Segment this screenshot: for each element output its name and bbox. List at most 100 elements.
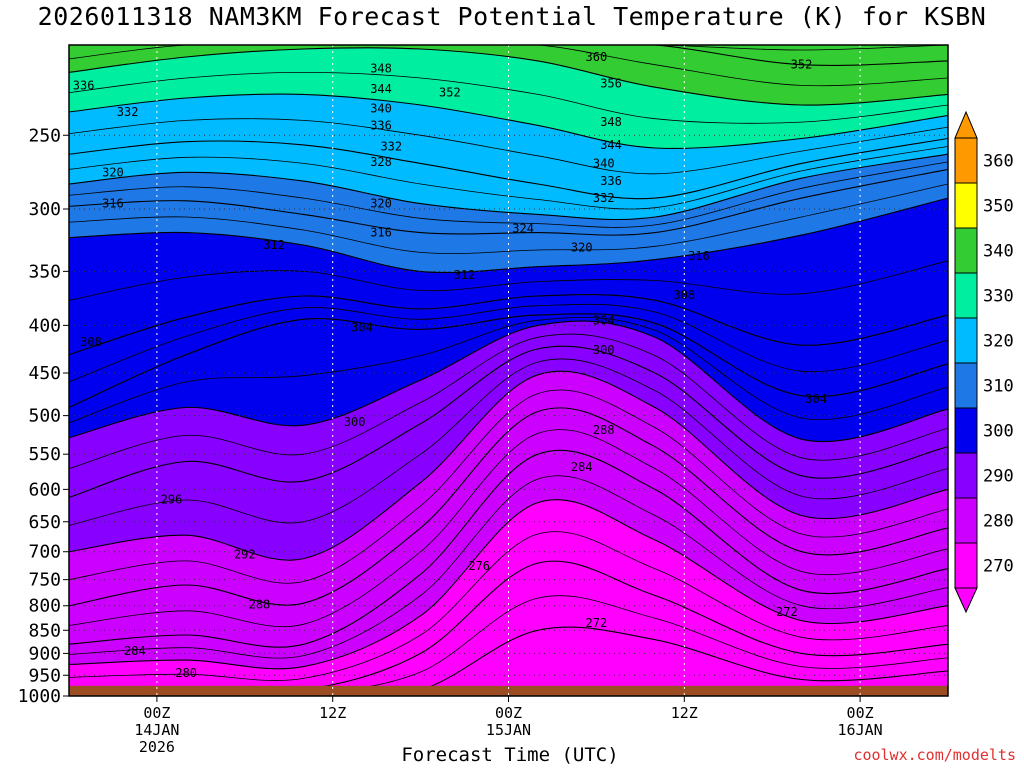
isentrope-line-minor	[69, 389, 948, 584]
colorbar-swatch	[954, 317, 978, 364]
chart-title: 2026011318 NAM3KM Forecast Potential Tem…	[37, 2, 987, 31]
isentrope-line-272	[383, 626, 948, 696]
colorbar-swatch	[954, 137, 978, 184]
isentrope-line-minor	[69, 118, 948, 175]
contour-label: 316	[370, 226, 392, 240]
x-tick-label: 12Z	[671, 704, 698, 722]
y-tick-label: 650	[28, 512, 61, 533]
y-tick-label: 600	[28, 479, 61, 500]
isentrope-line-minor	[69, 303, 948, 383]
colorbar-swatch	[954, 182, 978, 229]
colorbar-swatch	[954, 407, 978, 454]
isentrope-line-332	[69, 93, 948, 149]
colorbar-label: 340	[983, 242, 1014, 262]
x-axis-title: Forecast Time (UTC)	[401, 744, 619, 766]
contour-label: 356	[600, 77, 622, 91]
contour-label: 300	[593, 343, 615, 357]
isentrope-line-300	[69, 320, 948, 443]
colorbar-label: 320	[983, 332, 1014, 352]
y-tick-label: 300	[28, 199, 61, 220]
contour-label: 296	[161, 492, 183, 506]
colorbar-label: 270	[983, 557, 1014, 577]
y-tick-label: 950	[28, 665, 61, 686]
x-tick-label: 00Z	[847, 704, 874, 722]
colorbar-swatch	[954, 272, 978, 319]
surface-ground	[69, 685, 948, 696]
colorbar-swatch	[954, 362, 978, 409]
isentrope-line-312	[69, 197, 948, 274]
isentrope-line-280	[69, 499, 948, 670]
contour-label: 288	[249, 598, 271, 612]
colorbar-label: 360	[983, 152, 1014, 172]
contour-label: 284	[571, 460, 593, 474]
heatmap-layer	[69, 45, 948, 696]
isentrope-line-320	[69, 153, 948, 221]
contour-label: 272	[586, 616, 608, 630]
isentrope-line-minor	[69, 429, 948, 628]
contour-label: 304	[593, 313, 615, 327]
contour-label: 320	[571, 241, 593, 255]
contour-label: 324	[512, 222, 534, 236]
isentrope-line-minor	[69, 183, 948, 254]
x-tick-label: 00Z	[495, 704, 522, 722]
contour-label: 276	[468, 559, 490, 573]
credit-text: coolwx.com/modelts	[853, 746, 1016, 764]
y-tick-label: 250	[28, 125, 61, 146]
isentrope-line-minor	[69, 161, 948, 228]
contour-label: 336	[600, 174, 622, 188]
colorbar-extend-top	[954, 110, 978, 139]
contour-label: 312	[454, 268, 476, 282]
isentrope-line-minor	[69, 146, 948, 210]
colorbar-swatch	[954, 497, 978, 544]
y-tick-label: 750	[28, 570, 61, 591]
contour-label: 332	[117, 105, 139, 119]
contour-label: 336	[370, 118, 392, 132]
colorbar-label: 350	[983, 197, 1014, 217]
contour-label: 344	[370, 82, 392, 96]
colorbar-label: 300	[983, 422, 1014, 442]
y-tick-label: 800	[28, 596, 61, 617]
contour-label: 332	[380, 139, 402, 153]
y-tick-label: 1000	[18, 686, 61, 707]
isentrope-line-304	[69, 313, 948, 408]
x-tick-label: 15JAN	[486, 721, 531, 739]
isentrope-line-284	[69, 449, 948, 648]
contour-label: 284	[124, 644, 146, 658]
contour-label: 316	[688, 249, 710, 263]
x-tick-label: 2026	[139, 738, 175, 756]
colorbar-label: 310	[983, 377, 1014, 397]
contour-label: 340	[593, 156, 615, 170]
colorbar-swatch	[954, 542, 978, 589]
isentrope-line-minor	[69, 358, 948, 526]
contour-label: 304	[351, 320, 373, 334]
y-tick-label: 350	[28, 261, 61, 282]
contour-label: 320	[102, 165, 124, 179]
contour-label: 280	[175, 666, 197, 680]
contour-label: 308	[673, 288, 695, 302]
contour-label: 304	[805, 392, 827, 406]
isentrope-line-308	[69, 294, 948, 356]
colorbar-swatch	[954, 452, 978, 499]
contour-label: 308	[80, 335, 102, 349]
contour-label: 360	[586, 50, 608, 64]
isentrope-line-292	[69, 370, 948, 561]
y-tick-label: 400	[28, 315, 61, 336]
isentrope-line-minor	[69, 45, 948, 51]
isentrope-line-minor	[69, 531, 948, 681]
contour-label: 352	[439, 86, 461, 100]
isentrope-line-minor	[69, 316, 948, 424]
x-tick-label: 12Z	[319, 704, 346, 722]
colorbar-extend-bottom	[954, 587, 978, 614]
x-tick-label: 16JAN	[838, 721, 883, 739]
isentrope-line-340	[69, 47, 948, 106]
isentrope-line-324	[69, 137, 948, 200]
isentrope-line-296	[69, 345, 948, 498]
y-tick-label: 500	[28, 406, 61, 427]
fill-band-268	[389, 627, 948, 696]
colorbar-label: 280	[983, 512, 1014, 532]
colorbar-swatch	[954, 227, 978, 274]
y-tick-label: 700	[28, 542, 61, 563]
isentrope-line-minor	[69, 45, 948, 87]
contour-label: 292	[234, 548, 256, 562]
